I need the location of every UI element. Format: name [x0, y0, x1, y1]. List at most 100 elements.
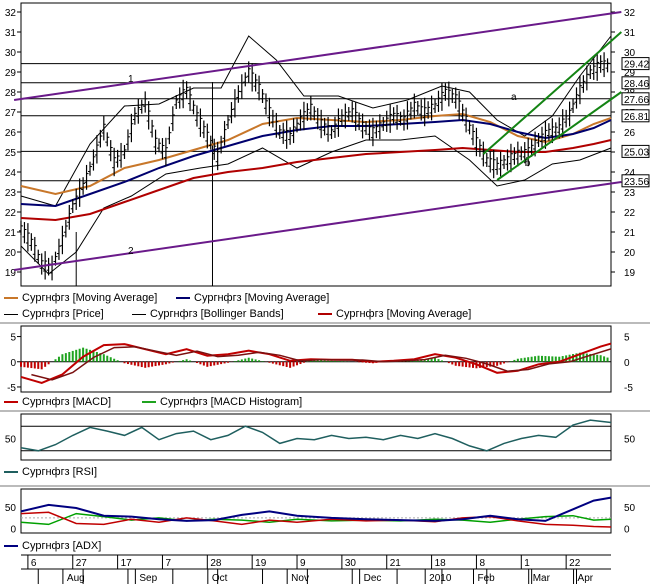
price-tag-label: 27.66 — [624, 95, 649, 106]
x-day-label: 7 — [165, 558, 171, 569]
adx-line — [20, 496, 612, 522]
y-tick-label-right: 5 — [624, 333, 630, 344]
legend-adx: Сургнфгз [ADX] — [4, 540, 101, 552]
x-month-label: 2010 — [429, 573, 452, 584]
legend-swatch-red — [4, 401, 18, 404]
y-tick-label-right: 24 — [624, 168, 636, 179]
y-tick-label-left: 26 — [5, 128, 17, 139]
y-tick-label-right: 20 — [624, 248, 636, 259]
legend-macd: Сургнфгз [MACD] — [4, 396, 111, 408]
y-tick-label-right: 29 — [624, 68, 636, 79]
price-tag-label: 23.56 — [624, 177, 649, 188]
y-tick-label-left: 21 — [5, 228, 17, 239]
price-tag-box — [621, 57, 650, 71]
price-panel-frame — [20, 2, 612, 287]
x-month-label: Dec — [364, 573, 382, 584]
trendline-b-label: b — [525, 158, 531, 169]
y-tick-label-right: 32 — [624, 8, 636, 19]
y-tick-label-right: 21 — [624, 228, 636, 239]
price-tag-label: 25.03 — [624, 147, 649, 158]
y-tick-label-right: 30 — [624, 48, 636, 59]
legend-bollinger: Сургнфгз [Bollinger Bands] — [132, 308, 284, 320]
trendline-a-label: a — [511, 92, 517, 103]
y-tick-label-left: 24 — [5, 168, 17, 179]
legend-ma-orange: Сургнфгз [Moving Average] — [4, 292, 157, 304]
x-day-label: 6 — [31, 558, 37, 569]
legend-swatch-red — [318, 313, 332, 316]
y-tick-label-left: 19 — [5, 268, 17, 279]
price-tag-label: 29.42 — [624, 60, 649, 71]
trendline-1-label: 1 — [128, 74, 134, 85]
y-tick-label-left: 30 — [5, 48, 17, 59]
x-month-label: Nov — [291, 573, 309, 584]
x-month-label: Mar — [533, 573, 551, 584]
x-day-label: 17 — [121, 558, 133, 569]
y-tick-label-left: 0 — [10, 358, 16, 369]
price-tag-label: 28.46 — [624, 79, 649, 90]
macd-signal-line — [31, 346, 612, 381]
price-tag-box — [621, 174, 650, 188]
legend-label: Сургнфгз [MACD] — [22, 396, 112, 408]
y-tick-label-left: 20 — [5, 248, 17, 259]
x-day-label: 27 — [76, 558, 88, 569]
y-tick-label-right: 0 — [624, 525, 630, 536]
y-tick-label-left: 50 — [5, 435, 17, 446]
legend-label: Сургнфгз [Price] — [22, 308, 104, 320]
x-day-label: 19 — [255, 558, 267, 569]
y-tick-label-left: 31 — [5, 28, 17, 39]
x-day-label: 18 — [435, 558, 447, 569]
y-tick-label-left: 27 — [5, 108, 17, 119]
legend-rsi: Сургнфгз [RSI] — [4, 466, 97, 478]
x-month-label: Feb — [477, 573, 495, 584]
y-tick-label-left: 5 — [10, 333, 16, 344]
ma-red-line — [20, 139, 612, 222]
y-tick-label-right: 22 — [624, 208, 636, 219]
legend-swatch-navy — [176, 297, 190, 300]
x-month-label: Sep — [139, 573, 157, 584]
legend-swatch-navy — [4, 545, 18, 548]
y-tick-label-left: 29 — [5, 68, 17, 79]
x-month-label: Oct — [212, 573, 228, 584]
x-day-label: 8 — [479, 558, 485, 569]
y-tick-label-right: 50 — [624, 435, 636, 446]
ma-navy-line — [20, 118, 612, 208]
trendline-2-label: 2 — [128, 246, 134, 257]
trendline-b — [496, 91, 622, 181]
legend-label: Сургнфгз [RSI] — [22, 466, 98, 478]
y-tick-label-right: 19 — [624, 268, 636, 279]
rsi-line — [20, 419, 612, 452]
y-tick-label-left: 25 — [5, 148, 17, 159]
legend-label: Сургнфгз [MACD Histogram] — [160, 396, 303, 408]
price-tag-box — [621, 144, 650, 158]
y-tick-label-right: 0 — [624, 358, 630, 369]
y-tick-label-left: 50 — [5, 503, 17, 514]
adx-panel-frame — [20, 488, 612, 534]
x-day-label: 9 — [300, 558, 306, 569]
legend-swatch-orange — [4, 297, 18, 300]
y-tick-label-left: -5 — [7, 383, 16, 394]
y-tick-label-right: -5 — [624, 383, 633, 394]
legend-label: Сургнфгз [Bollinger Bands] — [150, 308, 284, 320]
price-tag-box — [621, 109, 650, 123]
rsi-panel-frame — [20, 413, 612, 461]
legend-ma-navy: Сургнфгз [Moving Average] — [176, 292, 329, 304]
trendline-1 — [13, 11, 622, 101]
x-month-label: Apr — [578, 573, 594, 584]
legend-swatch-black — [132, 313, 146, 315]
price-tag-box — [621, 92, 650, 106]
x-day-label: 28 — [210, 558, 222, 569]
x-month-label: Aug — [67, 573, 85, 584]
legend-macd-histogram: Сургнфгз [MACD Histogram] — [142, 396, 302, 408]
y-tick-label-left: 22 — [5, 208, 17, 219]
legend-swatch-green — [142, 401, 156, 404]
y-tick-label-right: 50 — [624, 503, 636, 514]
y-tick-label-right: 23 — [624, 188, 636, 199]
x-day-label: 21 — [390, 558, 402, 569]
legend-label: Сургнфгз [Moving Average] — [22, 292, 158, 304]
y-tick-label-left: 28 — [5, 88, 17, 99]
y-tick-label-right: 31 — [624, 28, 636, 39]
y-tick-label-left: 32 — [5, 8, 17, 19]
trendline-a — [482, 31, 623, 155]
